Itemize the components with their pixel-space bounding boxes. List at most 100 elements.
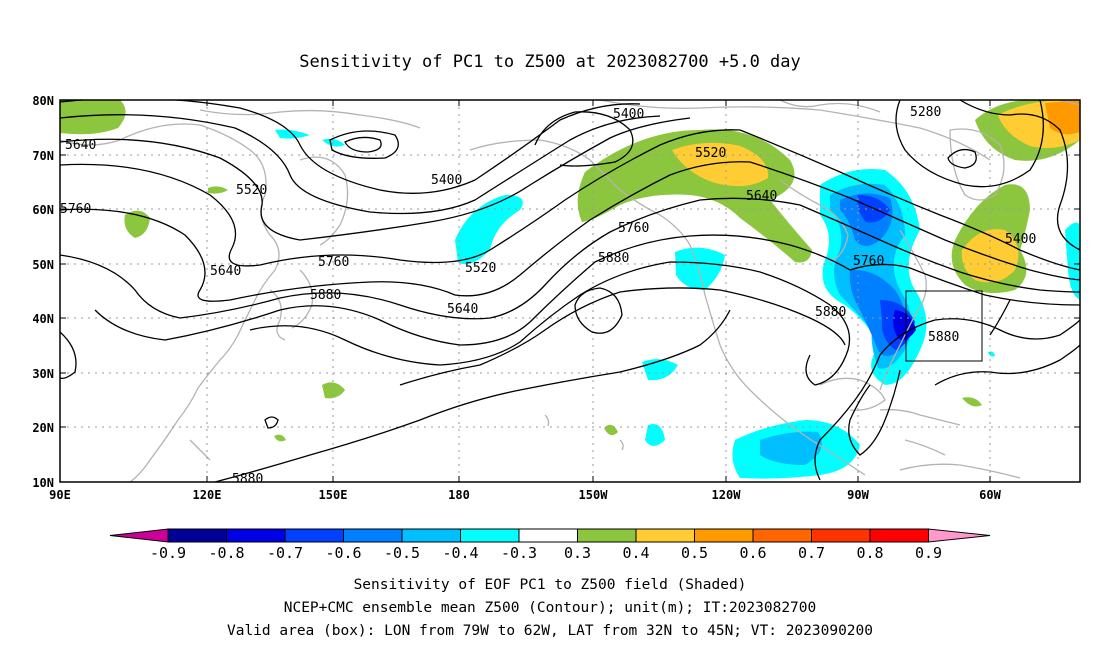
coast-sa-north (899, 463, 1021, 479)
coast-asia-east (60, 123, 280, 482)
contour-label-5640-top: 5640 (746, 189, 777, 204)
shade-cyan-w-pacific (455, 195, 523, 265)
contour-closed-sw (264, 416, 279, 429)
shade-green-small-3 (322, 382, 345, 399)
contour-label-5640-center: 5640 (447, 302, 478, 317)
lon-label-120w: 120W (712, 488, 742, 502)
contour-label-5640-bottom: 5640 (210, 264, 241, 279)
coast-alaska (469, 139, 691, 246)
colorbar-tick-label: 0.5 (681, 544, 708, 562)
colorbar-tick-label: 0.7 (798, 544, 825, 562)
lat-label-30n: 30N (32, 367, 54, 381)
contour-label-5880-coast: 5880 (815, 305, 846, 320)
shade-cyan-small-c (645, 424, 665, 446)
contour-ne-trough-3 (799, 204, 1080, 293)
colorbar-tick-label: 0.9 (915, 544, 942, 562)
shade-green-small-2 (208, 186, 228, 194)
contour-5880-south (214, 309, 731, 482)
lat-label-40n: 40N (32, 312, 54, 326)
contour-atl-ridge-2 (989, 299, 1011, 336)
colorbar-swatch (460, 528, 520, 543)
coast-caribbean (879, 408, 961, 456)
contour-line-9 (399, 287, 846, 386)
shade-darkblue-core (893, 310, 916, 341)
lat-label-80n: 80N (32, 94, 54, 108)
shade-orange-n-pacific (672, 142, 769, 187)
coast-hudson (779, 179, 849, 263)
shade-green-small-5 (962, 397, 982, 407)
colorbar-tick-label: 0.8 (856, 544, 883, 562)
contour-label-5880-box: 5880 (928, 330, 959, 345)
colorbar-swatch (694, 528, 754, 543)
contour-closed-low-1 (329, 130, 399, 159)
colorbar-swatch (752, 528, 812, 543)
contour-label-5520-center: 5520 (465, 261, 496, 276)
contour-line-8 (60, 261, 851, 386)
colorbar-swatch (226, 528, 286, 543)
colorbar-low-end-triangle (109, 528, 169, 543)
colorbar-tick-label: 0.4 (622, 544, 649, 562)
lon-labels: 90E 120E 150E 180 150W 120W 90W 60W (49, 488, 1001, 502)
contour-label-5760-east: 5760 (853, 254, 884, 269)
colorbar-tick-label: -0.5 (384, 544, 420, 562)
contour-ne-trough-4 (849, 263, 1080, 306)
shade-green-small-6 (274, 434, 286, 442)
colorbar-swatch (167, 528, 227, 543)
coast-kamchatka (299, 156, 349, 246)
contour-atl-ridge (934, 344, 1080, 386)
coast-greenland (949, 128, 1005, 201)
contour-line-3 (60, 117, 691, 241)
colorbar-tick-label: -0.3 (501, 544, 537, 562)
colorbar-swatch (284, 528, 344, 543)
contour-label-5760-mid: 5760 (318, 255, 349, 270)
colorbar-tick-label: -0.9 (150, 544, 186, 562)
lat-label-20n: 20N (32, 421, 54, 435)
contour-line-6 (60, 197, 801, 320)
colorbar-swatch (577, 528, 637, 543)
colorbar-high-end-triangle (928, 528, 991, 543)
coast-na-west (689, 244, 866, 476)
contour-label-5880-mid: 5880 (310, 288, 341, 303)
lat-label-10n: 10N (32, 476, 54, 490)
contour-label-5640-west: 5640 (65, 138, 96, 153)
axis-ticks (60, 99, 1080, 483)
colorbar-swatch (811, 528, 871, 543)
map-frame (59, 99, 1081, 483)
shade-cyan-mid-pacific (675, 247, 725, 290)
shade-cyan-subtrop (642, 359, 678, 381)
colorbar-tick-label: -0.7 (267, 544, 303, 562)
contour-closed-low-2 (344, 136, 382, 153)
contour-label-5520-west: 5520 (236, 183, 267, 198)
contour-label-5880-east: 5880 (598, 251, 629, 266)
contour-5640-loop (534, 111, 634, 167)
colorbar-swatch (343, 528, 403, 543)
z500-contours (60, 100, 1080, 482)
lat-label-50n: 50N (32, 258, 54, 272)
lon-label-90e: 90E (49, 488, 71, 502)
contour-ne-trough-2 (749, 161, 1080, 281)
contour-label-5400-top: 5400 (613, 107, 644, 122)
contour-5880-florida (848, 369, 901, 456)
contour-labels: 5640 5760 5520 5640 5760 5880 5400 5520 … (60, 105, 1036, 487)
caption-line-1: Sensitivity of EOF PC1 to Z500 field (Sh… (354, 577, 747, 593)
contour-closed-high-pac (574, 287, 623, 334)
lat-label-70n: 70N (32, 149, 54, 163)
colorbar-swatch (401, 528, 461, 543)
contour-label-5880-south: 5880 (232, 472, 263, 487)
contour-label-5280: 5280 (910, 105, 941, 120)
contour-line-1 (60, 100, 641, 194)
contour-ne-trough-1 (739, 129, 1080, 271)
coast-korea-japan (269, 269, 314, 341)
colorbar-tick-label: -0.6 (325, 544, 361, 562)
colorbar-tick-label: 0.6 (739, 544, 766, 562)
caption-line-2: NCEP+CMC ensemble mean Z500 (Contour); u… (284, 600, 817, 616)
lon-label-120e: 120E (193, 488, 222, 502)
colorbar-swatch (635, 528, 695, 543)
contour-ne-5280 (895, 100, 1044, 188)
coast-na-north (599, 100, 991, 161)
colorbar-tick-label: 0.3 (564, 544, 591, 562)
valid-area-box (905, 290, 983, 362)
contour-line-7 (94, 234, 851, 346)
contour-line-5 (60, 161, 751, 302)
map-panel: 5640 5760 5520 5640 5760 5880 5400 5520 … (60, 100, 1080, 487)
